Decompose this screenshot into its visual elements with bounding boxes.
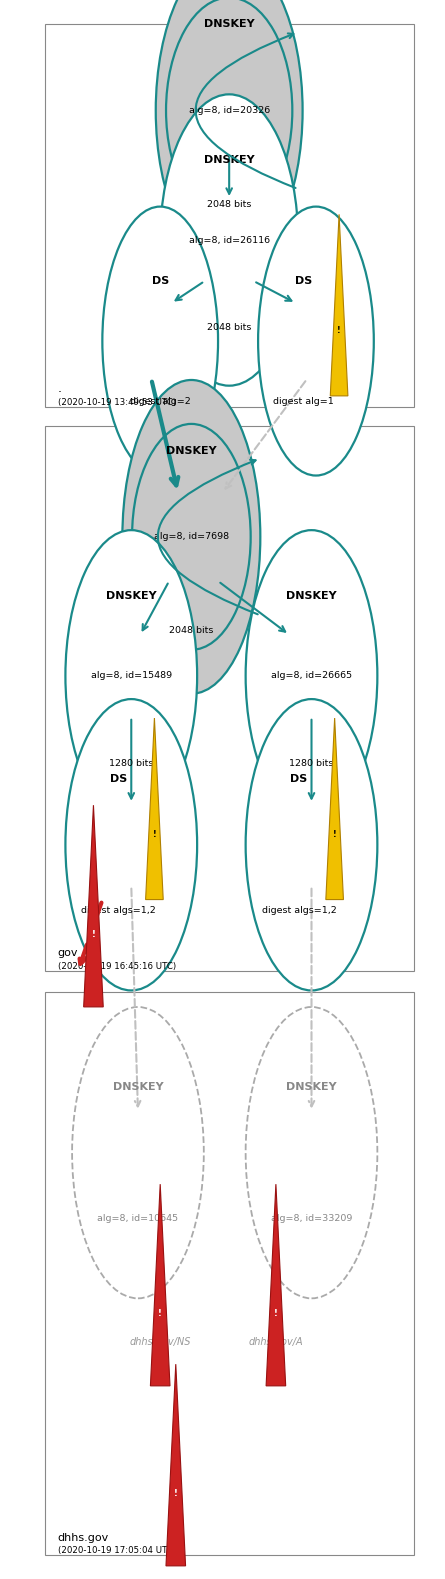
Ellipse shape: [72, 1007, 204, 1298]
Text: alg=8, id=7698: alg=8, id=7698: [154, 532, 229, 542]
Text: !: !: [337, 325, 341, 335]
Text: alg=8, id=20326: alg=8, id=20326: [189, 106, 270, 115]
Text: !: !: [92, 930, 95, 938]
Text: DNSKEY: DNSKEY: [204, 19, 255, 30]
Ellipse shape: [258, 207, 374, 475]
Text: dhhs.gov/NS: dhhs.gov/NS: [129, 1337, 191, 1347]
Ellipse shape: [65, 699, 197, 990]
Text: DS: DS: [295, 276, 312, 286]
Text: alg=8, id=15489: alg=8, id=15489: [91, 671, 172, 681]
Ellipse shape: [160, 95, 298, 385]
Text: DNSKEY: DNSKEY: [286, 1082, 337, 1093]
Text: dhhs.gov: dhhs.gov: [58, 1533, 109, 1543]
Text: !: !: [153, 829, 156, 838]
Text: .: .: [58, 382, 62, 395]
Text: digest alg=2: digest alg=2: [130, 396, 190, 406]
Text: DNSKEY: DNSKEY: [113, 1082, 163, 1093]
Polygon shape: [266, 1184, 286, 1386]
Ellipse shape: [246, 1007, 377, 1298]
Polygon shape: [330, 215, 348, 396]
Ellipse shape: [246, 531, 377, 821]
Text: !: !: [158, 1309, 162, 1317]
FancyBboxPatch shape: [44, 24, 414, 407]
Polygon shape: [146, 718, 163, 900]
Polygon shape: [150, 1184, 170, 1386]
Ellipse shape: [102, 207, 218, 475]
Text: !: !: [333, 829, 336, 838]
FancyBboxPatch shape: [44, 992, 414, 1555]
Text: dhhs.gov/A: dhhs.gov/A: [249, 1337, 303, 1347]
Ellipse shape: [132, 423, 251, 651]
Polygon shape: [166, 1364, 186, 1566]
Text: DS: DS: [152, 276, 169, 286]
Text: (2020-10-19 13:49:53 UTC): (2020-10-19 13:49:53 UTC): [58, 398, 176, 407]
Text: digest algs=1,2: digest algs=1,2: [81, 906, 156, 914]
Text: 2048 bits: 2048 bits: [207, 324, 251, 332]
Text: gov: gov: [58, 949, 78, 958]
Ellipse shape: [122, 381, 260, 693]
FancyBboxPatch shape: [44, 426, 414, 971]
Text: DS: DS: [291, 774, 307, 785]
Text: 2048 bits: 2048 bits: [207, 201, 251, 208]
Polygon shape: [326, 718, 344, 900]
Text: (2020-10-19 16:45:16 UTC): (2020-10-19 16:45:16 UTC): [58, 962, 176, 971]
Text: alg=8, id=26116: alg=8, id=26116: [189, 235, 270, 245]
Ellipse shape: [156, 0, 303, 267]
Text: alg=8, id=10645: alg=8, id=10645: [97, 1214, 178, 1222]
Text: DNSKEY: DNSKEY: [286, 591, 337, 600]
Text: (2020-10-19 17:05:04 UTC): (2020-10-19 17:05:04 UTC): [58, 1546, 176, 1555]
Text: 1280 bits: 1280 bits: [109, 759, 154, 767]
Text: alg=8, id=26665: alg=8, id=26665: [271, 671, 352, 681]
Text: DS: DS: [110, 774, 127, 785]
Text: DNSKEY: DNSKEY: [204, 155, 255, 164]
Text: 2048 bits: 2048 bits: [169, 627, 214, 635]
Text: DNSKEY: DNSKEY: [166, 445, 217, 456]
Text: !: !: [274, 1309, 278, 1317]
Text: 1280 bits: 1280 bits: [289, 759, 334, 767]
Text: digest algs=1,2: digest algs=1,2: [262, 906, 336, 914]
Text: !: !: [174, 1489, 178, 1497]
Polygon shape: [84, 805, 103, 1007]
Text: DNSKEY: DNSKEY: [106, 591, 157, 600]
Ellipse shape: [65, 531, 197, 821]
Ellipse shape: [166, 0, 292, 224]
Text: alg=8, id=33209: alg=8, id=33209: [271, 1214, 352, 1222]
Ellipse shape: [246, 699, 377, 990]
Text: digest alg=1: digest alg=1: [273, 396, 334, 406]
